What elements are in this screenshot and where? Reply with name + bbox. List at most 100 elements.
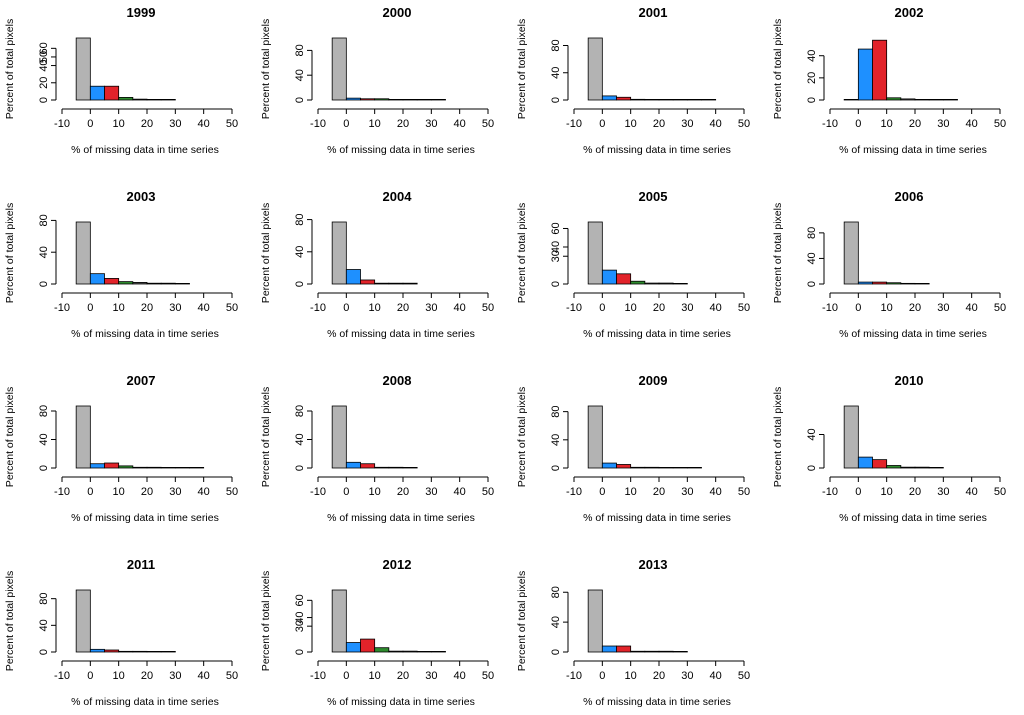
histogram-bar [587, 37, 603, 101]
x-tick-label: 50 [482, 486, 494, 498]
x-tick-label: 50 [738, 670, 750, 682]
y-tick-label: 0 [806, 281, 818, 287]
x-tick-label: 0 [599, 670, 605, 682]
x-tick-label: 40 [966, 302, 978, 314]
histogram-bar [843, 405, 859, 469]
x-tick-label: 20 [141, 670, 153, 682]
x-tick-label: 40 [454, 486, 466, 498]
y-axis-label: Percent of total pixels [772, 19, 784, 119]
y-tick-label: 40 [550, 616, 562, 628]
panel-title: 2010 [895, 373, 924, 388]
x-axis-label: % of missing data in time series [583, 512, 731, 524]
histogram-bar [416, 99, 432, 101]
panel-2002: 2002 Percent of total pixels % of missing … [772, 5, 1006, 156]
panel-title: 2000 [383, 5, 412, 20]
x-tick-label: 30 [937, 486, 949, 498]
x-axis-label: % of missing data in time series [327, 328, 475, 340]
y-tick-label: 0 [550, 465, 562, 471]
histogram-bar [132, 282, 148, 285]
x-tick-label: 30 [681, 486, 693, 498]
histogram-bar [900, 282, 916, 285]
y-tick-label: 0 [294, 649, 306, 655]
x-tick-label: 0 [87, 302, 93, 314]
y-tick-label: 30 [550, 250, 562, 262]
x-tick-label: 50 [994, 118, 1006, 130]
histogram-bar [104, 649, 120, 653]
histogram-bar [118, 465, 134, 469]
histogram-bar [942, 99, 958, 101]
x-tick-label: -10 [822, 118, 838, 130]
histogram-bar [345, 269, 361, 285]
histogram-bar [374, 466, 390, 469]
x-tick-label: 30 [169, 302, 181, 314]
panel-title: 2005 [639, 189, 668, 204]
histogram-bar [331, 37, 347, 101]
panel-title: 2002 [895, 5, 924, 20]
y-tick-label: 0 [294, 465, 306, 471]
histogram-bar [374, 98, 390, 101]
x-axis-label: % of missing data in time series [839, 144, 987, 156]
histogram-bar [160, 99, 176, 101]
histogram-bar [174, 467, 190, 469]
x-axis-label: % of missing data in time series [583, 328, 731, 340]
histogram-bar [189, 467, 205, 469]
histogram-bar [886, 465, 902, 469]
histogram-bar [644, 282, 660, 285]
histogram-bar [89, 648, 105, 653]
x-tick-label: 0 [343, 486, 349, 498]
y-tick-label: 40 [294, 69, 306, 81]
histogram-bar [360, 463, 376, 469]
histogram-bar [402, 282, 418, 285]
x-tick-label: 40 [966, 486, 978, 498]
y-tick-label: 40 [294, 611, 306, 623]
y-tick-label: 40 [550, 241, 562, 253]
histogram-bar [644, 466, 660, 469]
x-tick-label: 50 [226, 118, 238, 130]
histogram-bar [132, 98, 148, 101]
x-tick-label: 30 [937, 302, 949, 314]
x-tick-label: 0 [343, 118, 349, 130]
histogram-bar [104, 462, 120, 469]
x-tick-label: 20 [141, 302, 153, 314]
x-axis-label: % of missing data in time series [327, 696, 475, 708]
x-tick-label: 40 [198, 670, 210, 682]
x-tick-label: 10 [625, 486, 637, 498]
x-tick-label: 40 [966, 118, 978, 130]
y-axis-label: Percent of total pixels [772, 387, 784, 487]
panel-title: 2011 [127, 557, 155, 572]
y-tick-label: 40 [550, 434, 562, 446]
y-tick-label: 40 [38, 619, 50, 631]
x-tick-label: 50 [994, 486, 1006, 498]
panel-title: 2003 [127, 189, 156, 204]
x-tick-label: -10 [822, 302, 838, 314]
y-axis-label: Percent of total pixels [516, 203, 528, 303]
panel-2007: 2007 Percent of total pixels % of missing … [4, 373, 238, 524]
x-tick-label: 30 [169, 486, 181, 498]
x-tick-label: 10 [881, 302, 893, 314]
y-tick-label: 0 [806, 97, 818, 103]
histogram-bar [89, 273, 105, 285]
y-tick-label: 80 [550, 406, 562, 418]
y-axis-label: Percent of total pixels [260, 387, 272, 487]
x-tick-label: 40 [198, 118, 210, 130]
panel-2011: 2011 Percent of total pixels % of missing … [4, 557, 238, 708]
histogram-bar [160, 467, 176, 469]
histogram-bar [686, 467, 702, 469]
histogram-bar [616, 464, 632, 469]
y-tick-label: 50 [38, 51, 50, 63]
histogram-bar [104, 278, 120, 285]
histogram-bar [644, 650, 660, 653]
histogram-bar [914, 283, 930, 285]
histogram-bar [160, 651, 176, 653]
histogram-bar [360, 98, 376, 101]
x-tick-label: 10 [369, 118, 381, 130]
x-tick-label: 20 [653, 302, 665, 314]
x-tick-label: 10 [113, 118, 125, 130]
x-tick-label: 0 [855, 486, 861, 498]
x-tick-label: 50 [738, 118, 750, 130]
histogram-bar [331, 589, 347, 653]
histogram-bar [630, 466, 646, 469]
